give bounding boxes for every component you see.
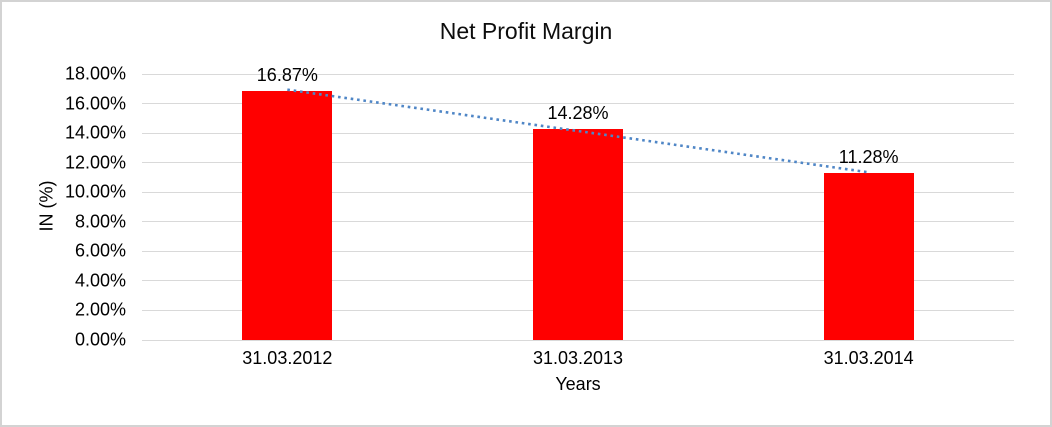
data-label: 14.28% [547,102,609,123]
gridline [142,103,1014,105]
plot-area: 16.87% 14.28% 11.28% [142,65,1014,341]
y-tick-label: 18.00% [64,63,126,84]
y-tick-label: 12.00% [64,152,126,173]
x-axis-title: Years [555,374,601,394]
y-tick-label: 14.00% [64,122,126,143]
y-tick-label: 6.00% [74,240,126,261]
y-tick-label: 2.00% [74,299,126,320]
y-tick-label: 4.00% [74,270,126,291]
bar-31.03.2012 [242,90,333,340]
x-tick-label: 31.03.2014 [823,348,914,368]
y-axis-title: IN (%) [36,180,57,232]
y-tick-label: 8.00% [74,211,126,232]
chart-title: Net Profit Margin [439,18,613,44]
gridline [142,339,1014,341]
bar-31.03.2013 [533,128,623,340]
trendline [287,88,869,174]
y-tick-label: 10.00% [64,181,126,202]
gridline [142,73,1014,75]
bar-31.03.2014 [823,173,914,340]
x-tick-label: 31.03.2012 [242,348,333,368]
data-label: 11.28% [838,147,899,168]
y-tick-label: 16.00% [64,93,126,114]
x-tick-label: 31.03.2013 [532,348,624,368]
data-label: 16.87% [256,64,318,85]
y-tick-label: 0.00% [74,329,126,350]
